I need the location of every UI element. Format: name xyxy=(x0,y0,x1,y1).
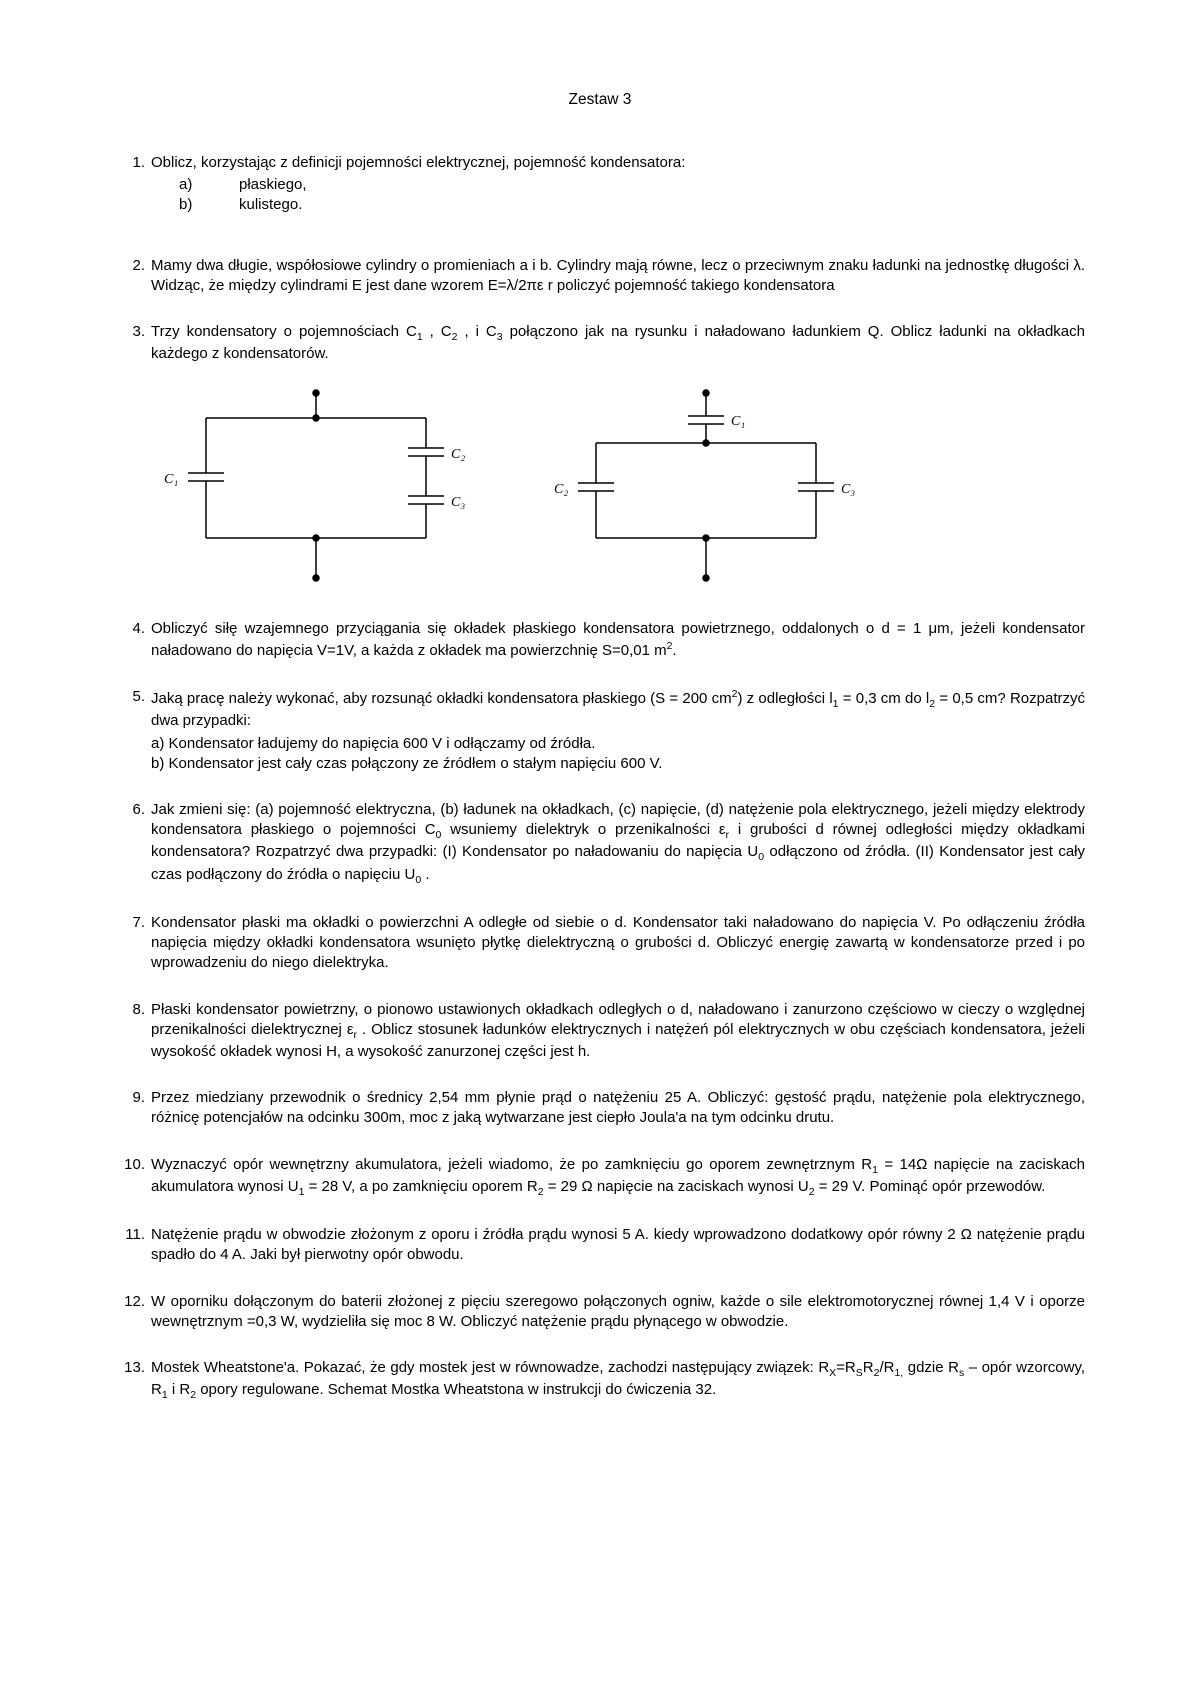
problem-number: 6. xyxy=(115,800,145,820)
problem-number: 10. xyxy=(115,1155,145,1175)
diagram-row: C₁ C₂ C₃ C₁ xyxy=(151,383,1085,593)
subitem-text: kulistego. xyxy=(239,195,302,215)
problem-item: 8. Płaski kondensator powietrzny, o piono… xyxy=(115,1000,1085,1063)
problem-item: 12. W oporniku dołączonym do baterii złoż… xyxy=(115,1292,1085,1333)
subitem: a)płaskiego, xyxy=(179,175,1085,195)
document-title: Zestaw 3 xyxy=(115,90,1085,111)
problem-item: 3. Trzy kondensatory o pojemnościach C1 ,… xyxy=(115,322,1085,592)
svg-text:C₂: C₂ xyxy=(451,447,465,462)
problem-number: 7. xyxy=(115,913,145,933)
page: Zestaw 3 1. Oblicz, korzystając z definic… xyxy=(0,0,1200,1697)
case-item: b) Kondensator jest cały czas połączony … xyxy=(151,754,1085,774)
subitem-list: a)płaskiego,b)kulistego. xyxy=(151,175,1085,216)
problem-item: 6. Jak zmieni się: (a) pojemność elektryc… xyxy=(115,800,1085,887)
problem-number: 11. xyxy=(115,1225,145,1245)
problem-body: Mostek Wheatstone'a. Pokazać, że gdy mos… xyxy=(151,1358,1085,1402)
problem-item: 7. Kondensator płaski ma okładki o powier… xyxy=(115,913,1085,974)
problem-number: 4. xyxy=(115,619,145,639)
problem-body: Wyznaczyć opór wewnętrzny akumulatora, j… xyxy=(151,1155,1085,1199)
problem-body: Jak zmieni się: (a) pojemność elektryczn… xyxy=(151,800,1085,887)
problem-item: 2. Mamy dwa długie, współosiowe cylindry … xyxy=(115,256,1085,297)
circuit-diagram-a: C₁ C₂ C₃ xyxy=(161,383,471,593)
circuit-diagram-b: C₁ C₂ C₃ xyxy=(551,383,861,593)
problem-number: 5. xyxy=(115,687,145,707)
problem-body: Płaski kondensator powietrzny, o pionowo… xyxy=(151,1000,1085,1063)
problem-item: 10. Wyznaczyć opór wewnętrzny akumulatora… xyxy=(115,1155,1085,1199)
problem-number: 1. xyxy=(115,153,145,173)
problem-item: 9. Przez miedziany przewodnik o średnicy … xyxy=(115,1088,1085,1129)
problem-number: 3. xyxy=(115,322,145,342)
problem-number: 12. xyxy=(115,1292,145,1312)
problem-item: 4. Obliczyć siłę wzajemnego przyciągania … xyxy=(115,619,1085,662)
problem-body: Oblicz, korzystając z definicji pojemnoś… xyxy=(151,153,1085,173)
problem-number: 9. xyxy=(115,1088,145,1108)
problem-body: Jaką pracę należy wykonać, aby rozsunąć … xyxy=(151,687,1085,731)
subitem: b)kulistego. xyxy=(179,195,1085,215)
subitem-letter: b) xyxy=(179,195,239,215)
problem-item: 11. Natężenie prądu w obwodzie złożonym z… xyxy=(115,1225,1085,1266)
subitem-letter: a) xyxy=(179,175,239,195)
problem-body: Przez miedziany przewodnik o średnicy 2,… xyxy=(151,1088,1085,1129)
svg-text:C₂: C₂ xyxy=(554,482,568,497)
problem-body: Mamy dwa długie, współosiowe cylindry o … xyxy=(151,256,1085,297)
problem-item: 5. Jaką pracę należy wykonać, aby rozsuną… xyxy=(115,687,1085,774)
svg-text:C₃: C₃ xyxy=(451,495,465,510)
problem-body: Obliczyć siłę wzajemnego przyciągania si… xyxy=(151,619,1085,662)
problem-item: 13. Mostek Wheatstone'a. Pokazać, że gdy … xyxy=(115,1358,1085,1402)
problem-body: W oporniku dołączonym do baterii złożone… xyxy=(151,1292,1085,1333)
problem-item: 1. Oblicz, korzystając z definicji pojemn… xyxy=(115,153,1085,216)
svg-text:C₁: C₁ xyxy=(164,472,178,487)
case-list: a) Kondensator ładujemy do napięcia 600 … xyxy=(151,734,1085,775)
subitem-text: płaskiego, xyxy=(239,175,307,195)
svg-text:C₁: C₁ xyxy=(731,414,745,429)
problem-number: 2. xyxy=(115,256,145,276)
case-item: a) Kondensator ładujemy do napięcia 600 … xyxy=(151,734,1085,754)
svg-text:C₃: C₃ xyxy=(841,482,855,497)
problem-list: 1. Oblicz, korzystając z definicji pojemn… xyxy=(115,153,1085,1402)
problem-number: 8. xyxy=(115,1000,145,1020)
problem-number: 13. xyxy=(115,1358,145,1378)
problem-body: Kondensator płaski ma okładki o powierzc… xyxy=(151,913,1085,974)
problem-body: Trzy kondensatory o pojemnościach C1 , C… xyxy=(151,322,1085,364)
problem-body: Natężenie prądu w obwodzie złożonym z op… xyxy=(151,1225,1085,1266)
